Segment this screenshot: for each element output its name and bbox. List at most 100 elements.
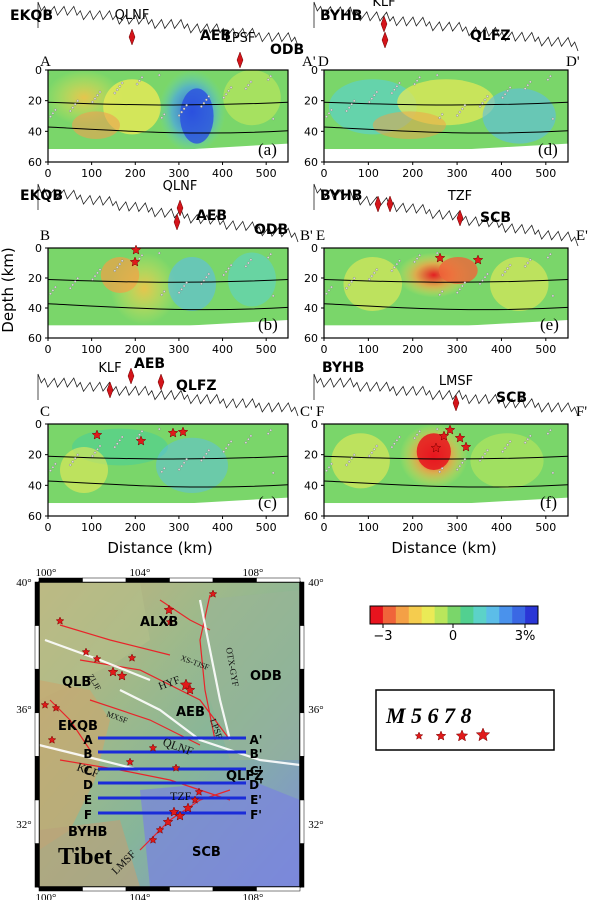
fault-label: KLF (372, 0, 395, 10)
depth-tick-label: 0 (35, 64, 42, 77)
distance-tick-label: 0 (45, 521, 52, 534)
map-earthquake-star (184, 684, 196, 695)
colorbar-swatch (525, 606, 539, 624)
depth-tick-label: 0 (311, 418, 318, 431)
fault-label: LMSF (439, 374, 473, 389)
map-earthquake-star (55, 616, 65, 625)
fault-marker (157, 373, 165, 391)
profile-start-label: D (318, 54, 329, 70)
colorbar-swatch (486, 606, 500, 624)
map-earthquake-star (182, 802, 194, 813)
distance-tick-label: 300 (168, 343, 189, 356)
distance-tick-label: 400 (212, 167, 233, 180)
depth-tick-label: 40 (28, 302, 42, 315)
topography-profile (313, 1, 579, 52)
topography-profile (37, 183, 299, 243)
distance-tick-label: 300 (447, 521, 468, 534)
map-region-label: BYHB (68, 825, 107, 840)
fault-label: LPSF (225, 31, 256, 46)
map-profile-start: D (83, 778, 93, 792)
map-lat-tick-right: 36° (308, 704, 323, 716)
distance-tick-label: 500 (535, 167, 556, 180)
fault-marker (381, 31, 389, 49)
map-lon-tick-top: 108° (243, 567, 264, 579)
distance-tick-label: 0 (321, 167, 328, 180)
depth-tick-label: 40 (28, 125, 42, 138)
profile-end-label: B' (300, 228, 313, 244)
profile-end-label: F' (576, 404, 587, 420)
magnitude-legend-title: M 5 6 7 8 (385, 703, 472, 728)
map-earthquake-star (148, 743, 158, 752)
fault-label: QLNF (115, 8, 150, 23)
distance-axis-label-right: Distance (km) (391, 539, 496, 557)
depth-axis-label: Depth (km) (0, 247, 17, 332)
profile-start-label: E (316, 228, 325, 244)
map-earthquake-star (171, 763, 181, 772)
map-earthquake-star (162, 816, 174, 827)
distance-tick-label: 200 (402, 521, 423, 534)
map-lat-tick-left: 36° (16, 704, 31, 716)
colorbar-swatch (447, 606, 461, 624)
distance-tick-label: 300 (447, 167, 468, 180)
map-earthquake-star (174, 810, 186, 821)
panel-earthquake-star (438, 430, 450, 441)
depth-tick-label: 0 (35, 418, 42, 431)
map-earthquake-star (51, 703, 61, 712)
panel-label: (a) (258, 140, 277, 159)
fault-marker (386, 195, 394, 213)
depth-tick-label: 60 (304, 332, 318, 345)
depth-tick-label: 20 (304, 272, 318, 285)
distance-tick-label: 0 (321, 521, 328, 534)
block-label: BYHB (320, 188, 362, 204)
panel-label: (e) (540, 315, 559, 334)
depth-tick-label: 40 (304, 479, 318, 492)
fault-marker (236, 51, 244, 69)
map-earthquake-star (208, 589, 218, 598)
panel-earthquake-star (135, 435, 147, 446)
block-label: AEB (196, 208, 227, 224)
map-lon-tick-bottom: 100° (36, 892, 57, 900)
colorbar-swatch (512, 606, 526, 624)
depth-tick-label: 40 (304, 302, 318, 315)
map-profile-start: A (83, 733, 93, 747)
map-earthquake-star (116, 670, 128, 681)
topography-profile (37, 1, 299, 47)
distance-tick-label: 100 (81, 167, 102, 180)
distance-tick-label: 100 (358, 167, 379, 180)
map-lat-tick-left: 32° (16, 819, 31, 831)
panel-earthquake-star (129, 256, 141, 267)
distance-tick-label: 300 (168, 521, 189, 534)
magnitude-legend: M 5 6 7 8 (375, 689, 555, 751)
map-fault-label: TZF (170, 789, 192, 803)
panel-earthquake-star (460, 441, 472, 452)
location-map: A A' B B' C C' D D' E E' F F' ALXB QLB AEB ODB EKQB QLFZ… (16, 567, 323, 900)
colorbar-swatch (434, 606, 448, 624)
distance-tick-label: 400 (212, 521, 233, 534)
topography-profile (313, 373, 579, 417)
block-label: EKQB (10, 8, 53, 24)
fault-marker (173, 213, 181, 231)
depth-tick-label: 60 (28, 156, 42, 169)
map-earthquake-star (40, 700, 50, 709)
map-profile-start: C (84, 764, 93, 778)
depth-tick-label: 60 (28, 332, 42, 345)
fault-marker (106, 381, 114, 399)
distance-tick-label: 500 (256, 343, 277, 356)
profile-start-label: F (316, 404, 324, 420)
panel-earthquake-star (454, 432, 466, 443)
block-label: AEB (200, 28, 231, 44)
panel-earthquake-star (434, 252, 446, 263)
map-earthquake-star (92, 654, 102, 663)
map-lon-tick-top: 100° (36, 567, 57, 579)
colorbar-tick-label: 3% (515, 629, 536, 644)
panel-label: (c) (258, 493, 277, 512)
block-label: QLFZ (470, 28, 511, 44)
depth-tick-label: 40 (28, 479, 42, 492)
fault-marker (456, 209, 464, 227)
fault-marker (374, 195, 382, 213)
block-label: ODB (254, 222, 288, 238)
legend-magnitude-star (414, 731, 424, 740)
profile-start-label: C (40, 404, 50, 420)
